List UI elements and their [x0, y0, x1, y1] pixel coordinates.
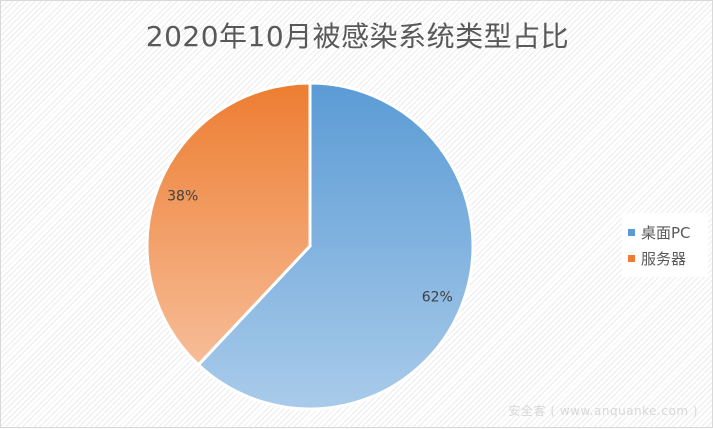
legend-label-server: 服务器: [641, 249, 687, 268]
legend-label-desktop-pc: 桌面PC: [641, 223, 691, 242]
data-label-desktop-pc: 62%: [422, 289, 453, 305]
legend: 桌面PC 服务器: [622, 213, 708, 277]
legend-item-desktop-pc: 桌面PC: [628, 219, 702, 245]
chart-title: 2020年10月被感染系统类型占比: [145, 20, 570, 53]
legend-swatch-desktop-pc: [628, 228, 635, 236]
data-label-server: 38%: [167, 189, 198, 205]
legend-item-server: 服务器: [628, 245, 702, 271]
legend-swatch-server: [628, 254, 635, 262]
pie-slice-server: [145, 81, 312, 367]
watermark: 安全客 ( www.anquanke.com ): [508, 404, 698, 418]
pie-slice-desktop-pc: [196, 81, 475, 411]
